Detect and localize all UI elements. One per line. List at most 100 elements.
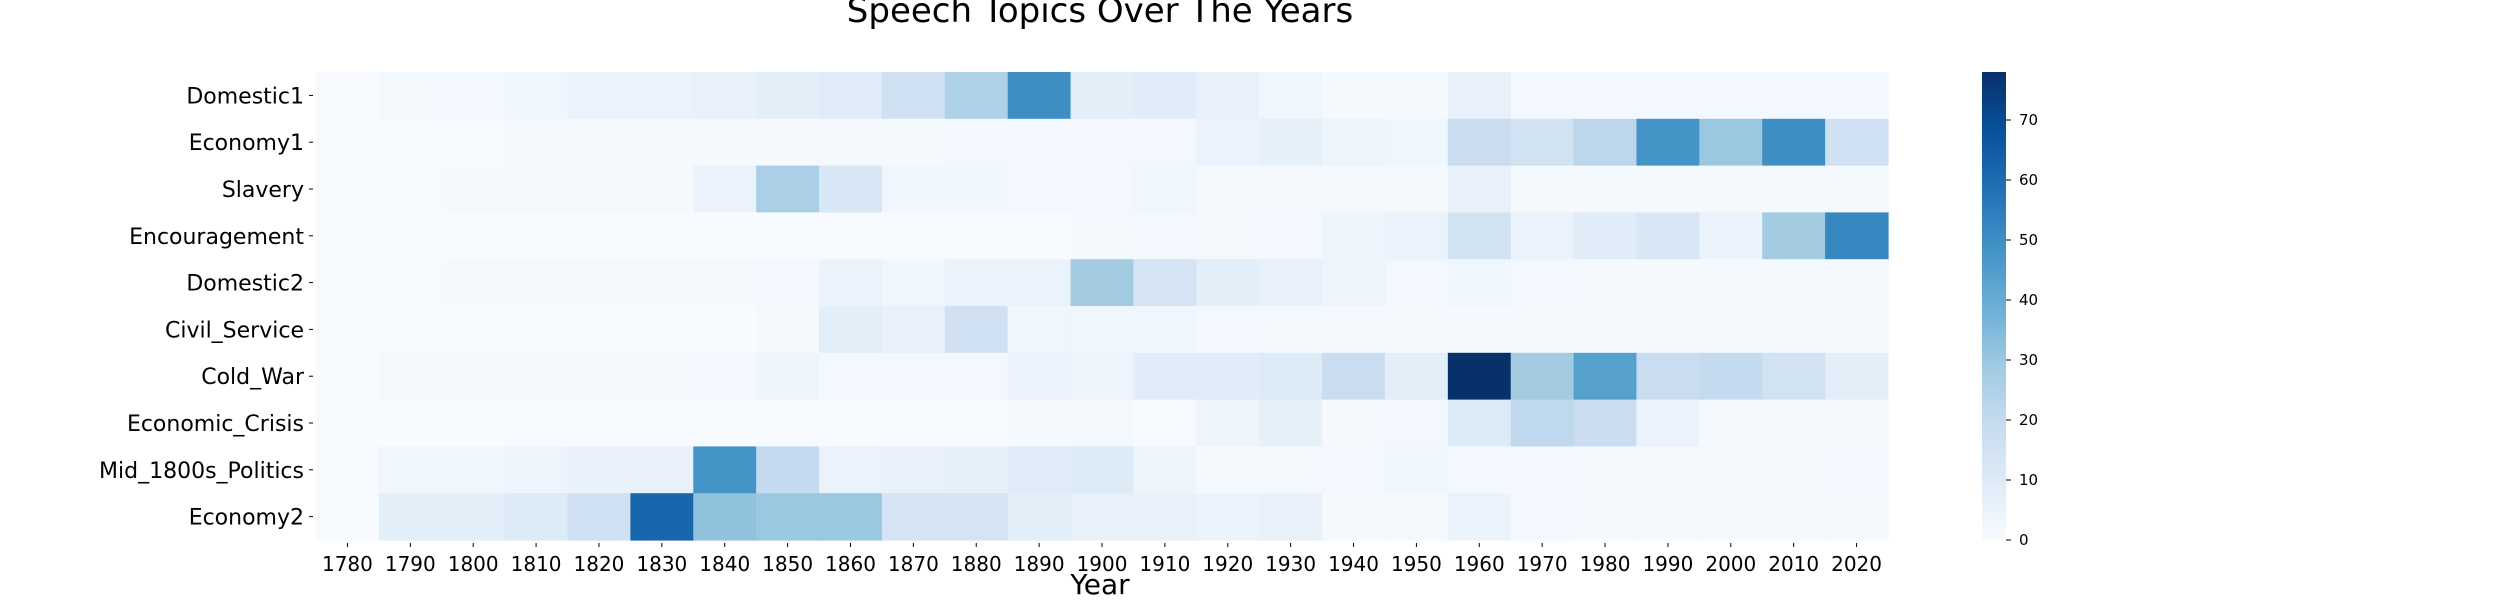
heatmap-cell <box>316 259 380 307</box>
heatmap-cell <box>504 399 569 447</box>
heatmap-cell <box>1007 165 1072 213</box>
heatmap-cell <box>1259 306 1323 354</box>
heatmap-cell <box>1007 259 1072 307</box>
heatmap-cell <box>316 72 380 120</box>
heatmap-cell <box>378 399 443 447</box>
heatmap-cell <box>881 165 946 213</box>
heatmap-cell <box>881 212 946 260</box>
heatmap-cell <box>1762 399 1826 447</box>
heatmap-cell <box>819 165 883 213</box>
x-tick-label: 1910 <box>1139 552 1190 576</box>
heatmap-cell <box>1573 165 1638 213</box>
heatmap-cell <box>756 446 820 494</box>
heatmap-cell <box>1447 118 1512 167</box>
heatmap-cell <box>881 259 946 307</box>
x-tick-label: 1850 <box>762 552 813 576</box>
heatmap-cell <box>1259 165 1323 213</box>
heatmap-cell <box>1133 165 1197 213</box>
x-tick-label: 1990 <box>1642 552 1693 576</box>
colorbar-tick-label: 40 <box>2019 291 2038 309</box>
heatmap-cell <box>1196 259 1260 307</box>
heatmap-cell <box>1196 212 1260 260</box>
heatmap-cell <box>1825 399 1889 447</box>
heatmap-cell <box>819 306 883 354</box>
heatmap-cell <box>1699 212 1763 260</box>
heatmap-cell <box>567 165 631 213</box>
x-tick-label: 1980 <box>1580 552 1631 576</box>
heatmap-cell <box>1259 399 1323 447</box>
heatmap-cell <box>1699 446 1763 494</box>
heatmap-cell <box>1825 259 1889 307</box>
heatmap-cell <box>567 493 631 541</box>
heatmap-cell <box>1322 352 1386 401</box>
heatmap-cell <box>1322 446 1386 494</box>
heatmap-cell <box>693 446 757 494</box>
heatmap-cell <box>756 212 820 260</box>
heatmap-cell <box>693 493 757 541</box>
heatmap-cell <box>1259 118 1323 167</box>
heatmap-cell <box>1510 165 1575 213</box>
heatmap-cell <box>881 118 946 167</box>
heatmap-cell <box>630 118 694 167</box>
heatmap-cell <box>1447 259 1512 307</box>
heatmap-cell <box>1699 259 1763 307</box>
colorbar-tick-label: 60 <box>2019 171 2038 189</box>
heatmap-cell <box>1762 446 1826 494</box>
heatmap-cell <box>881 399 946 447</box>
heatmap-cell <box>1007 399 1072 447</box>
heatmap-cell <box>567 306 631 354</box>
heatmap-cell <box>441 259 506 307</box>
heatmap-cell <box>1510 259 1575 307</box>
heatmap-cell <box>1510 352 1575 401</box>
x-tick-label: 1890 <box>1014 552 1065 576</box>
heatmap-cell <box>693 352 757 401</box>
heatmap-cell <box>693 306 757 354</box>
heatmap-cell <box>630 352 694 401</box>
heatmap-cell <box>693 399 757 447</box>
heatmap-cell <box>1196 165 1260 213</box>
heatmap-cell <box>316 306 380 354</box>
heatmap-cell <box>1070 165 1135 213</box>
heatmap-cell <box>1133 259 1197 307</box>
heatmap-cell <box>944 306 1009 354</box>
heatmap-cell <box>819 399 883 447</box>
heatmap-cell <box>316 165 380 213</box>
heatmap-cell <box>756 493 820 541</box>
heatmap-cell <box>693 212 757 260</box>
heatmap-cell <box>1510 306 1575 354</box>
heatmap-cell <box>1322 118 1386 167</box>
heatmap-cell <box>1007 72 1072 120</box>
heatmap-cell <box>441 118 506 167</box>
heatmap-cell <box>1447 212 1512 260</box>
heatmap-cell <box>1070 399 1135 447</box>
y-tick-label: Domestic1 <box>186 84 304 109</box>
heatmap-cell <box>1322 306 1386 354</box>
heatmap-cell <box>1762 493 1826 541</box>
heatmap-cell <box>1636 118 1700 167</box>
heatmap-cell <box>1825 352 1889 401</box>
heatmap-cell <box>441 493 506 541</box>
heatmap-cell <box>630 446 694 494</box>
heatmap-cell <box>1133 446 1197 494</box>
heatmap-cell <box>944 399 1009 447</box>
heatmap-cell <box>756 306 820 354</box>
heatmap-cell <box>630 165 694 213</box>
heatmap-cell <box>944 212 1009 260</box>
x-tick-label: 2020 <box>1831 552 1882 576</box>
y-tick-label: Civil_Service <box>165 318 304 343</box>
heatmap-cell <box>1007 446 1072 494</box>
heatmap-cell <box>567 212 631 260</box>
heatmap-cell <box>1762 306 1826 354</box>
heatmap-cell <box>441 306 506 354</box>
heatmap-cell <box>1007 306 1072 354</box>
heatmap-cell <box>756 352 820 401</box>
heatmap-cell <box>504 493 569 541</box>
heatmap-cell <box>1070 446 1135 494</box>
heatmap-cell <box>1510 118 1575 167</box>
heatmap-cell <box>1825 165 1889 213</box>
heatmap-cell <box>1384 306 1449 354</box>
heatmap-cell <box>944 352 1009 401</box>
heatmap-cell <box>1573 259 1638 307</box>
heatmap-cell <box>567 399 631 447</box>
